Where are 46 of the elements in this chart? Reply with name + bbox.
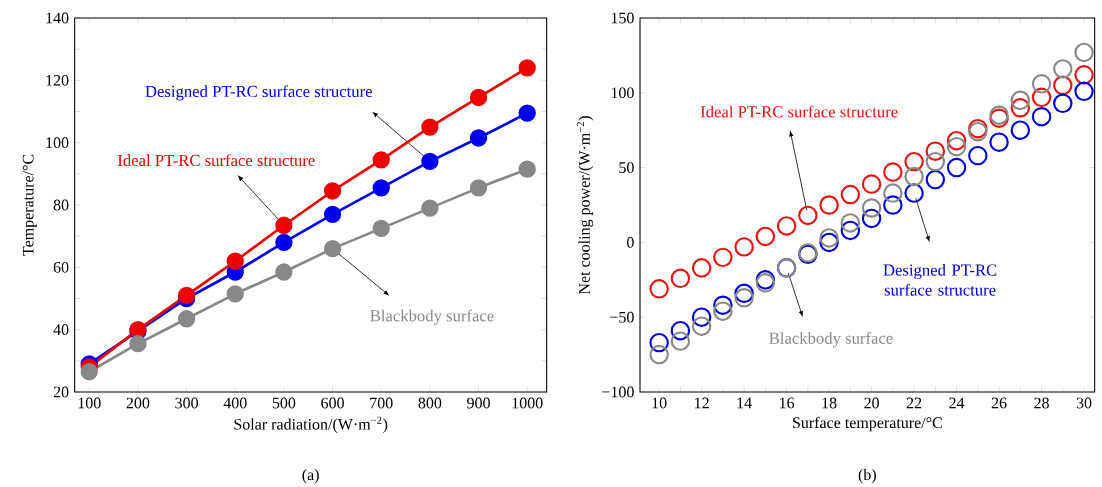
x-tick-label: 16 [780,397,795,409]
text: Designed PT-RC surface structure [145,85,372,101]
text: (b) [858,468,876,484]
x-tick-label: 26 [991,397,1007,409]
x-tick-label: 10 [652,397,667,409]
y-tick-label: −100 [602,386,634,398]
y-tick-label: 100 [46,137,69,149]
y-tick-label: 140 [46,12,69,24]
y-tick-label: 120 [46,74,69,86]
x-tick-label: 22 [906,397,922,409]
x-tick-label: 300 [175,397,198,409]
x-tick-label: 18 [822,397,837,409]
x-axis-title: Solar radiation/(W·m$^{−2}$) [234,416,388,433]
text: Designed PT-RC surface structure [883,263,997,296]
x-tick-label: 800 [418,397,442,409]
x-tick-label: 1000 [512,397,543,409]
y-tick-label: 0 [627,237,634,248]
x-tick-label: 600 [321,397,344,409]
text: Blackbody surface [370,309,494,325]
y-tick-label: 80 [53,199,69,211]
x-axis-title: Surface temperature/°C [793,416,942,432]
y-axis-title: Temperature/°C [22,154,37,256]
x-tick-label: 30 [1076,397,1092,409]
x-tick-label: 700 [370,397,393,409]
x-tick-label: 500 [272,397,296,409]
x-tick-label: 28 [1034,397,1049,409]
x-tick-label: 14 [737,397,752,409]
text: Ideal PT-RC surface structure [700,105,898,118]
x-tick-label: 24 [949,397,965,409]
x-tick-label: 900 [467,397,490,409]
x-tick-label: 400 [223,397,247,409]
y-tick-label: 20 [53,386,69,398]
y-axis-title: Net cooling power/(W·m$^{−2}$) [576,116,594,295]
y-tick-label: −50 [610,311,634,323]
x-tick-label: 12 [695,397,709,409]
x-tick-label: 20 [864,397,879,409]
y-tick-label: 100 [611,87,634,99]
y-tick-label: 40 [53,324,69,336]
y-tick-label: 150 [611,12,634,24]
text: Blackbody surface [769,331,893,348]
y-tick-label: 60 [53,261,69,273]
y-tick-label: 50 [619,162,634,173]
x-tick-label: 100 [78,397,101,409]
x-tick-label: 200 [126,397,150,409]
text: (a) [302,468,319,484]
series-label: Ideal PT-RC surface structure [117,154,315,167]
